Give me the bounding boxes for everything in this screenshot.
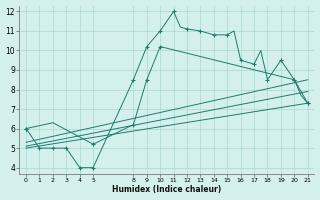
- X-axis label: Humidex (Indice chaleur): Humidex (Indice chaleur): [112, 185, 221, 194]
